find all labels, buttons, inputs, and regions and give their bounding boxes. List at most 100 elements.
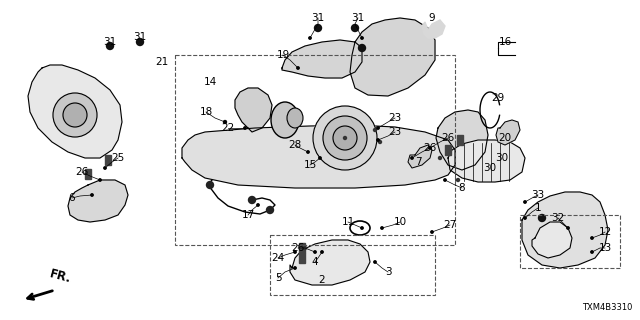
Circle shape xyxy=(351,25,358,31)
Circle shape xyxy=(136,38,143,45)
Circle shape xyxy=(248,196,255,204)
Bar xyxy=(299,243,305,253)
Circle shape xyxy=(314,251,316,253)
Polygon shape xyxy=(408,145,432,168)
Circle shape xyxy=(567,227,569,229)
Circle shape xyxy=(381,227,383,229)
Circle shape xyxy=(374,129,376,132)
Circle shape xyxy=(524,201,526,203)
Ellipse shape xyxy=(287,108,303,128)
Circle shape xyxy=(323,116,367,160)
Text: 25: 25 xyxy=(111,153,125,163)
Circle shape xyxy=(456,179,460,181)
Circle shape xyxy=(266,206,273,213)
Text: 18: 18 xyxy=(200,107,212,117)
Circle shape xyxy=(429,147,431,149)
Text: 22: 22 xyxy=(221,123,235,133)
Text: 31: 31 xyxy=(104,37,116,47)
Text: 33: 33 xyxy=(531,190,545,200)
Text: 8: 8 xyxy=(459,183,465,193)
Circle shape xyxy=(378,140,381,143)
Polygon shape xyxy=(68,180,128,222)
Text: 30: 30 xyxy=(483,163,497,173)
Circle shape xyxy=(303,246,307,250)
Text: 7: 7 xyxy=(415,157,421,167)
Circle shape xyxy=(344,137,346,140)
Bar xyxy=(520,215,620,268)
Circle shape xyxy=(358,44,365,52)
Text: 31: 31 xyxy=(133,32,147,42)
Ellipse shape xyxy=(271,102,299,138)
Circle shape xyxy=(207,181,214,188)
Text: 15: 15 xyxy=(303,160,317,170)
Text: 26: 26 xyxy=(442,133,454,143)
Text: 24: 24 xyxy=(271,253,285,263)
Text: 29: 29 xyxy=(492,93,504,103)
Circle shape xyxy=(333,126,357,150)
Circle shape xyxy=(297,67,300,69)
Circle shape xyxy=(257,204,259,206)
Text: 11: 11 xyxy=(341,217,355,227)
Text: 23: 23 xyxy=(388,113,402,123)
Circle shape xyxy=(104,167,106,169)
Text: 14: 14 xyxy=(204,77,216,87)
Circle shape xyxy=(313,106,377,170)
Polygon shape xyxy=(28,65,122,158)
Polygon shape xyxy=(422,20,445,38)
Polygon shape xyxy=(235,88,272,132)
Circle shape xyxy=(377,139,379,141)
Circle shape xyxy=(361,227,364,229)
Text: 17: 17 xyxy=(241,210,255,220)
Polygon shape xyxy=(282,40,362,78)
Circle shape xyxy=(431,231,433,233)
Text: 5: 5 xyxy=(275,273,282,283)
Text: 20: 20 xyxy=(499,133,511,143)
Text: 26: 26 xyxy=(291,243,305,253)
Text: 26: 26 xyxy=(424,143,436,153)
Text: TXM4B3310: TXM4B3310 xyxy=(582,303,632,312)
Text: 10: 10 xyxy=(394,217,406,227)
Circle shape xyxy=(99,179,101,181)
Circle shape xyxy=(53,93,97,137)
Text: 16: 16 xyxy=(499,37,511,47)
Circle shape xyxy=(444,179,446,181)
Text: 6: 6 xyxy=(68,193,76,203)
Text: FR.: FR. xyxy=(48,268,72,286)
Circle shape xyxy=(223,121,227,124)
Polygon shape xyxy=(182,125,455,188)
Text: 13: 13 xyxy=(598,243,612,253)
Text: 12: 12 xyxy=(598,227,612,237)
Text: 9: 9 xyxy=(429,13,435,23)
Circle shape xyxy=(591,251,593,253)
Text: 26: 26 xyxy=(76,167,88,177)
Circle shape xyxy=(319,157,321,159)
Text: 3: 3 xyxy=(385,267,391,277)
Bar xyxy=(299,253,305,263)
Text: 4: 4 xyxy=(312,257,318,267)
Circle shape xyxy=(377,127,379,129)
Circle shape xyxy=(294,267,296,269)
Bar xyxy=(270,235,435,295)
Polygon shape xyxy=(436,110,488,170)
Circle shape xyxy=(307,151,309,153)
Text: 30: 30 xyxy=(495,153,509,163)
Text: 21: 21 xyxy=(156,57,168,67)
Polygon shape xyxy=(532,222,572,258)
Circle shape xyxy=(91,194,93,196)
Bar xyxy=(105,155,111,165)
Circle shape xyxy=(321,251,323,253)
Circle shape xyxy=(524,217,526,219)
Circle shape xyxy=(106,43,113,50)
Circle shape xyxy=(314,25,321,31)
Circle shape xyxy=(374,261,376,263)
Polygon shape xyxy=(522,192,608,268)
Circle shape xyxy=(244,127,246,129)
Text: 19: 19 xyxy=(276,50,290,60)
Text: 1: 1 xyxy=(534,203,541,213)
Polygon shape xyxy=(448,140,525,182)
Text: 28: 28 xyxy=(289,140,301,150)
Circle shape xyxy=(294,251,296,253)
Circle shape xyxy=(309,37,311,39)
Text: 27: 27 xyxy=(444,220,456,230)
Bar xyxy=(175,55,455,245)
